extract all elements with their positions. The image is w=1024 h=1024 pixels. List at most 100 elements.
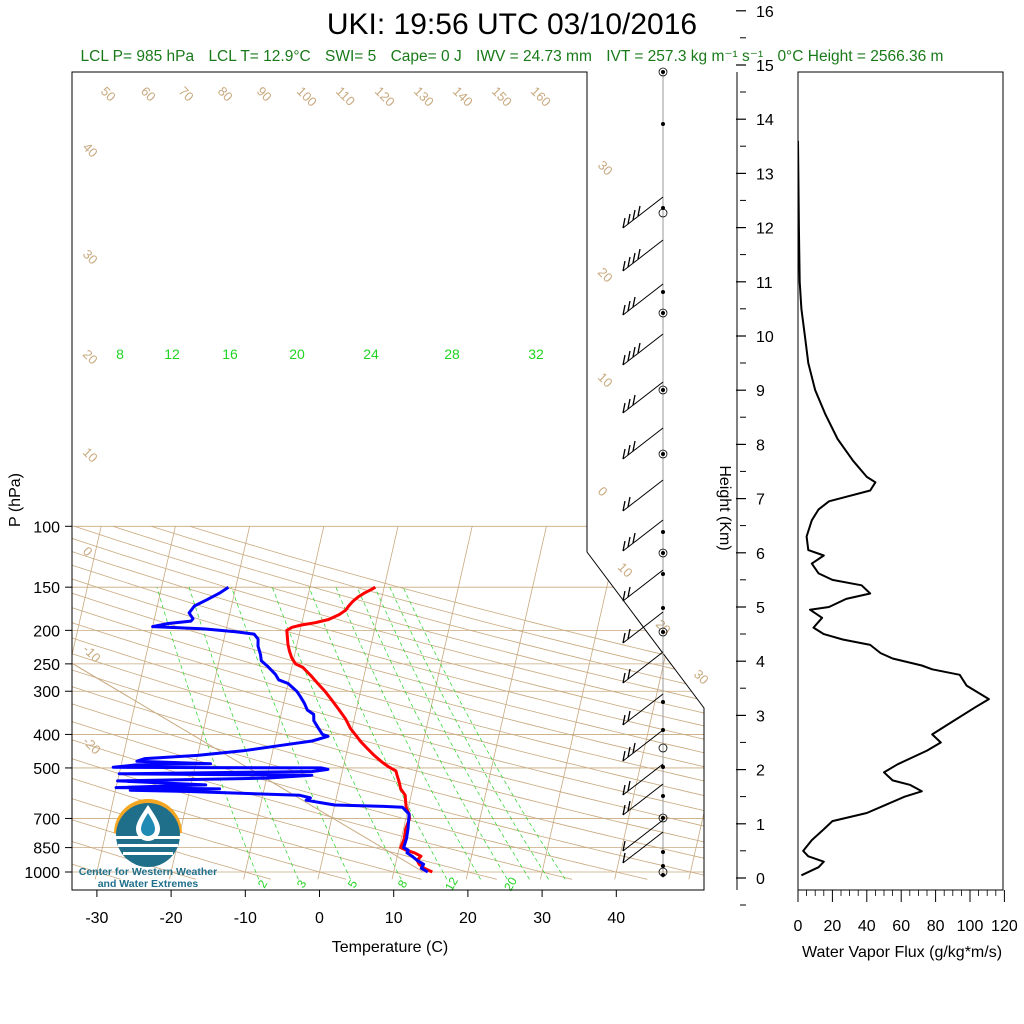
wind-level-dot: [661, 816, 665, 820]
wind-level-dot: [661, 794, 665, 798]
dry-adiabat-line: [72, 525, 573, 880]
freezing-height: 0°C Height = 2566.36 m: [777, 48, 944, 65]
wind-barb-icon: [622, 519, 664, 552]
x-tick-label: 20: [459, 910, 477, 927]
dry-adiabat-line: [72, 525, 704, 880]
wind-barb-flag: [627, 780, 631, 792]
height-tick-label: 7: [756, 492, 765, 509]
wind-barb-flag: [627, 350, 631, 362]
wind-barb-flag: [622, 784, 626, 796]
wind-barb-flag: [627, 213, 631, 225]
wind-barb-flag: [632, 394, 636, 406]
flux-x-tick-label: 60: [892, 918, 910, 935]
wind-barb-flag: [622, 672, 626, 684]
mixing-ratio-line: [389, 587, 549, 880]
dry-adiabat-line: [72, 525, 704, 880]
mixing-ratio-label: 12: [164, 346, 180, 362]
dewpoint-profile-line: [111, 585, 429, 874]
isotherm-label: 30: [80, 247, 101, 268]
wind-barb-icon: [622, 693, 664, 726]
wind-level-dot: [661, 850, 665, 854]
wind-barb-flag: [622, 632, 626, 644]
logo-caption-line2: and Water Extremes: [97, 878, 199, 890]
isotherm-label: 70: [176, 84, 197, 105]
wind-level-dot: [661, 290, 665, 294]
logo-wave-2: [118, 844, 178, 847]
height-tick-label: 3: [756, 708, 765, 725]
flux-x-axis-title: Water Vapor Flux (g/kg*m/s): [802, 944, 1002, 961]
wind-barb-icon: [622, 333, 664, 366]
wind-barb-flag: [622, 804, 626, 816]
mixing-ratio-label: 28: [444, 346, 460, 362]
x-tick-label: 0: [315, 910, 324, 927]
isotherm-label: 40: [80, 140, 101, 161]
y-tick-label: 500: [33, 761, 60, 778]
flux-frame: [797, 71, 1004, 891]
dry-adiabat-line: [72, 525, 704, 880]
dry-adiabat-line: [72, 525, 704, 880]
y-tick-label: 200: [33, 623, 60, 640]
y-tick-label: 700: [33, 811, 60, 828]
skewt-axes: -30 -20 -10 0 10 20 30 401001502002503004005007…: [7, 473, 625, 956]
isotherm-line: [465, 526, 547, 880]
isotherm-label: 20: [80, 347, 101, 368]
dry-adiabat-line: [72, 525, 704, 880]
wind-barb-flag: [622, 304, 626, 316]
mixing-ratio-line: [231, 587, 351, 880]
isotherm-label: 140: [450, 84, 476, 110]
wind-barb-flag: [627, 668, 631, 680]
wind-level-dot: [661, 606, 665, 610]
dry-adiabat-line: [72, 525, 704, 880]
mixing-ratio-label: 3: [294, 877, 310, 890]
wind-barb-icon: [622, 239, 664, 272]
isotherm-line: [391, 526, 473, 880]
isotherm-label: 30: [595, 158, 616, 179]
x-tick-label: 10: [385, 910, 403, 927]
isotherm-label: 120: [372, 84, 398, 110]
isotherm-label: 90: [254, 84, 275, 105]
wind-barb-flag: [622, 714, 626, 726]
wind-level-dot: [661, 388, 665, 392]
skewt-frame: [71, 71, 705, 891]
height-tick-label: 9: [756, 383, 765, 400]
wind-barb-flag: [622, 590, 626, 602]
flux-x-tick-label: 20: [824, 918, 842, 935]
wind-barb-flag: [627, 256, 631, 268]
y-tick-label: 1000: [24, 865, 60, 882]
calm-wind-circle: [658, 208, 668, 218]
wind-barb-icon: [622, 479, 664, 512]
wind-barb-flag: [632, 742, 636, 754]
y-tick-label: 400: [33, 727, 60, 744]
wind-barb-flag: [627, 536, 631, 548]
wind-level-dot: [661, 122, 665, 126]
dry-adiabat-line: [72, 525, 347, 880]
height-tick-label: 12: [756, 221, 774, 238]
height-tick-label: 8: [756, 437, 765, 454]
mixing-ratio-label: 12: [442, 874, 461, 893]
wind-barb-icon: [622, 831, 664, 864]
isotherm-line: [688, 526, 704, 880]
wind-barb-column: [622, 67, 668, 878]
mixing-ratio-label: 8: [116, 346, 124, 362]
height-tick-label: 6: [756, 546, 765, 563]
cape-value: Cape= 0 J: [390, 48, 462, 65]
mixing-ratio-line: [156, 587, 260, 880]
x-tick-label: -30: [85, 910, 108, 927]
flux-x-tick-label: 100: [957, 918, 984, 935]
mixing-ratio-label: 32: [528, 346, 544, 362]
wind-barb-icon: [622, 729, 664, 762]
wind-level-dot: [661, 700, 665, 704]
ivt-value: IVT = 257.3 kg m⁻¹ s⁻¹: [606, 48, 764, 65]
mixing-ratio-label: 5: [345, 877, 361, 890]
wind-level-dot: [661, 873, 665, 877]
wind-barb-icon: [622, 783, 664, 816]
mixing-ratio-label: 16: [222, 346, 238, 362]
cw3e-logo: [114, 799, 182, 867]
wind-barb-icon: [622, 427, 664, 460]
calm-wind-circle: [658, 308, 668, 318]
flux-x-tick-label: 0: [794, 918, 803, 935]
wind-level-dot: [661, 572, 665, 576]
isotherm-label: 10: [80, 445, 101, 466]
calm-wind-circle: [658, 449, 668, 459]
